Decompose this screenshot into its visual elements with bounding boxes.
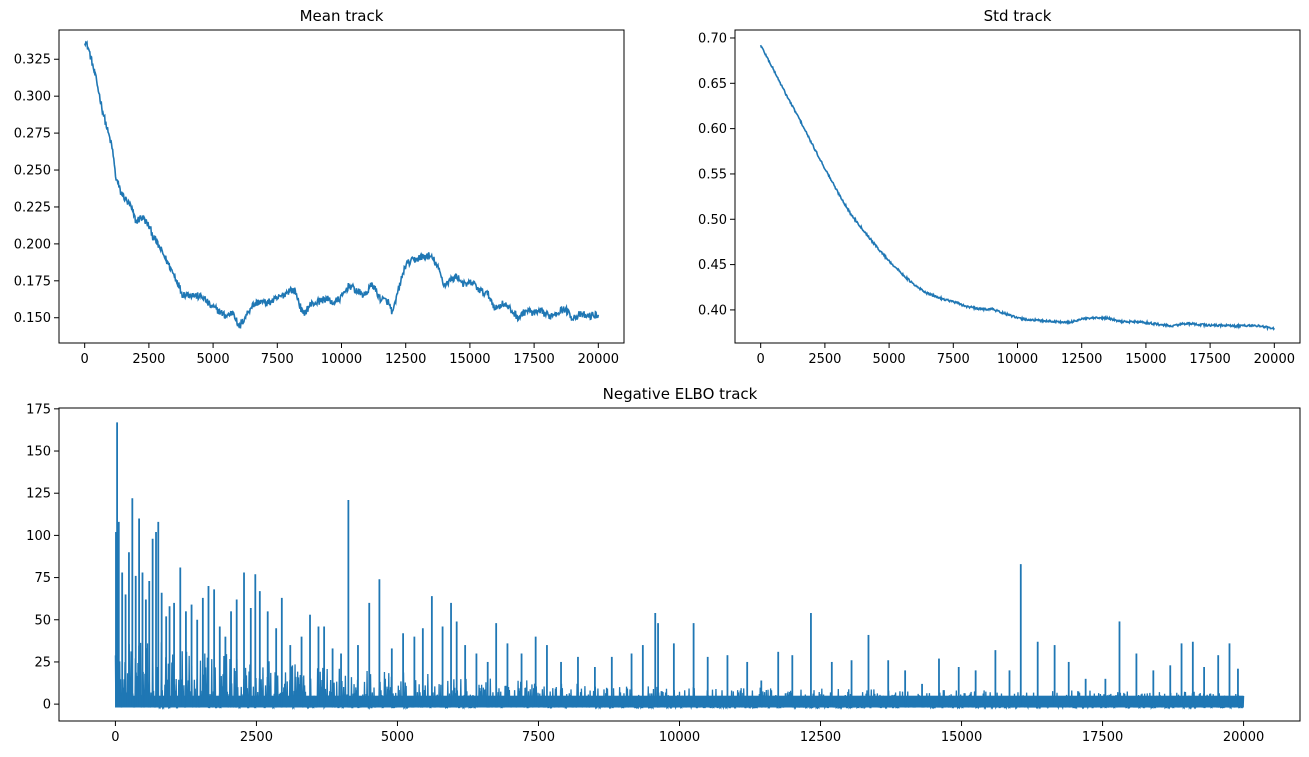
x-tick-label: 0 <box>757 352 765 367</box>
x-tick-label: 10000 <box>321 352 362 367</box>
std-track-line-group <box>759 44 1275 332</box>
y-tick-label: 25 <box>34 655 51 670</box>
y-tick-label: 100 <box>26 529 51 544</box>
y-tick-label: 0.150 <box>14 311 51 326</box>
x-tick-label: 15000 <box>449 352 490 367</box>
x-tick-label: 10000 <box>659 730 700 745</box>
y-tick-label: 50 <box>34 613 51 628</box>
y-tick-label: 0.275 <box>14 127 51 142</box>
y-tick-label: 0.45 <box>698 258 727 273</box>
mean-series-line <box>83 40 600 329</box>
x-tick-label: 12500 <box>385 352 426 367</box>
x-tick-label: 2500 <box>132 352 165 367</box>
elbo-track-panel: Negative ELBO track 0 2500 5000 7500 10000 12… <box>26 385 1301 745</box>
x-tick-label: 2500 <box>808 352 841 367</box>
y-tick-label: 0.55 <box>698 167 727 182</box>
x-tick-label: 0 <box>81 352 89 367</box>
y-tick-label: 0.225 <box>14 200 51 215</box>
elbo-track-line-group <box>114 422 1245 711</box>
x-tick-label: 0 <box>111 730 119 745</box>
x-tick-label: 10000 <box>997 352 1038 367</box>
mean-track-ticks: 0 2500 5000 7500 10000 12500 15000 17500 20000 0.… <box>14 53 619 367</box>
y-tick-label: 0.70 <box>698 31 727 46</box>
x-tick-label: 12500 <box>800 730 841 745</box>
y-tick-label: 0.300 <box>14 90 51 105</box>
mean-track-title: Mean track <box>300 7 384 25</box>
x-tick-label: 5000 <box>197 352 230 367</box>
x-tick-label: 17500 <box>513 352 554 367</box>
y-tick-label: 0.250 <box>14 164 51 179</box>
y-tick-label: 75 <box>34 571 51 586</box>
x-tick-label: 7500 <box>261 352 294 367</box>
y-tick-label: 175 <box>26 402 51 417</box>
x-tick-label: 15000 <box>1125 352 1166 367</box>
mean-track-axes-frame <box>58 29 625 344</box>
x-tick-label: 20000 <box>1223 730 1264 745</box>
x-tick-label: 12500 <box>1061 352 1102 367</box>
elbo-track-axes-frame <box>58 407 1301 722</box>
y-tick-label: 150 <box>26 445 51 460</box>
x-tick-label: 7500 <box>522 730 555 745</box>
mean-track-panel: Mean track 0 2500 5000 7500 10000 12500 15000 1… <box>14 7 625 367</box>
y-tick-label: 0.200 <box>14 237 51 252</box>
y-tick-label: 0.40 <box>698 303 727 318</box>
std-track-axes-frame <box>734 29 1301 344</box>
mean-track-line-group <box>83 40 600 329</box>
x-tick-label: 7500 <box>937 352 970 367</box>
x-tick-label: 17500 <box>1189 352 1230 367</box>
x-tick-label: 20000 <box>578 352 619 367</box>
x-tick-label: 20000 <box>1254 352 1295 367</box>
std-track-title: Std track <box>984 7 1052 25</box>
x-tick-label: 2500 <box>240 730 273 745</box>
x-tick-label: 15000 <box>941 730 982 745</box>
y-tick-label: 0.50 <box>698 213 727 228</box>
y-tick-label: 0 <box>43 698 51 713</box>
x-tick-label: 17500 <box>1082 730 1123 745</box>
elbo-baseline-band <box>115 695 1244 708</box>
y-tick-label: 125 <box>26 487 51 502</box>
y-tick-label: 0.325 <box>14 53 51 68</box>
y-tick-label: 0.65 <box>698 77 727 92</box>
y-tick-label: 0.175 <box>14 274 51 289</box>
std-series-line <box>759 44 1275 332</box>
std-track-ticks: 0 2500 5000 7500 10000 12500 15000 17500 20000 0.… <box>698 31 1295 367</box>
std-track-panel: Std track 0 2500 5000 7500 10000 12500 15000 17… <box>698 7 1301 367</box>
y-tick-label: 0.60 <box>698 122 727 137</box>
elbo-track-ticks: 0 2500 5000 7500 10000 12500 15000 17500 20000 0 2… <box>26 402 1264 745</box>
x-tick-label: 5000 <box>381 730 414 745</box>
x-tick-label: 5000 <box>873 352 906 367</box>
elbo-track-title: Negative ELBO track <box>603 385 758 403</box>
